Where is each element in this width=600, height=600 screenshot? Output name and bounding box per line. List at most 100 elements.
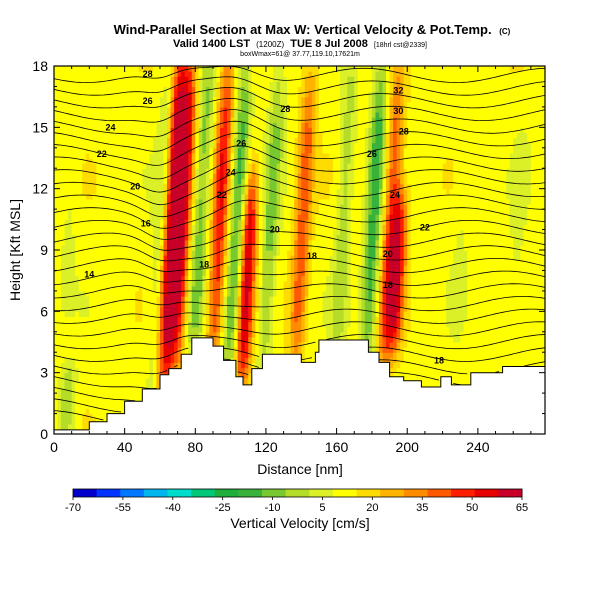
velocity-cell <box>294 137 299 144</box>
velocity-cell <box>248 101 253 108</box>
velocity-cell <box>251 301 256 307</box>
velocity-cell <box>149 117 154 123</box>
velocity-cell <box>121 168 126 174</box>
velocity-cell <box>152 152 158 159</box>
velocity-cell <box>57 163 62 169</box>
velocity-cell <box>220 301 225 307</box>
velocity-cell <box>202 255 207 261</box>
velocity-cell <box>181 158 186 164</box>
velocity-cell <box>248 96 253 103</box>
velocity-cell <box>290 224 295 231</box>
velocity-cell <box>92 357 97 364</box>
velocity-cell <box>269 106 274 113</box>
velocity-cell <box>265 285 271 292</box>
velocity-cell <box>82 260 87 266</box>
velocity-cell <box>71 66 76 72</box>
velocity-cell <box>89 296 94 302</box>
velocity-cell <box>138 193 143 200</box>
velocity-cell <box>85 204 90 210</box>
velocity-cell <box>220 66 225 72</box>
velocity-cell <box>145 239 150 246</box>
velocity-cell <box>241 265 246 272</box>
velocity-cell <box>244 347 249 353</box>
velocity-cell <box>248 244 253 251</box>
velocity-cell <box>156 86 161 93</box>
velocity-cell <box>205 209 211 215</box>
velocity-cell <box>64 408 69 415</box>
velocity-cell <box>237 290 242 297</box>
velocity-cell <box>96 357 101 364</box>
velocity-cell <box>241 137 246 144</box>
velocity-cell <box>269 71 274 77</box>
velocity-cell <box>191 142 196 149</box>
velocity-cell <box>283 301 288 307</box>
velocity-cell <box>71 260 76 266</box>
velocity-cell <box>71 158 76 164</box>
velocity-cell <box>283 296 288 302</box>
velocity-cell <box>114 209 119 215</box>
velocity-cell <box>82 372 87 379</box>
velocity-cell <box>106 76 112 82</box>
velocity-cell <box>117 91 122 98</box>
velocity-cell <box>294 326 299 333</box>
velocity-cell <box>273 224 278 231</box>
velocity-cell <box>103 382 108 389</box>
velocity-cell <box>234 275 239 282</box>
velocity-cell <box>255 219 260 226</box>
velocity-cell <box>244 178 249 185</box>
velocity-cell <box>124 296 129 302</box>
velocity-cell <box>212 173 218 180</box>
velocity-cell <box>152 173 158 180</box>
velocity-cell <box>209 209 214 215</box>
velocity-cell <box>142 122 147 128</box>
velocity-cell <box>174 132 179 139</box>
velocity-cell <box>195 96 200 103</box>
velocity-cell <box>174 198 179 205</box>
velocity-cell <box>237 265 242 272</box>
velocity-cell <box>71 372 76 379</box>
velocity-cell <box>269 91 274 98</box>
velocity-cell <box>248 122 253 128</box>
velocity-cell <box>149 234 154 241</box>
velocity-cell <box>142 76 147 82</box>
velocity-cell <box>92 255 97 261</box>
velocity-cell <box>61 137 66 144</box>
velocity-cell <box>241 275 246 282</box>
velocity-cell <box>159 270 165 277</box>
velocity-cell <box>121 152 126 159</box>
velocity-cell <box>138 393 143 399</box>
velocity-cell <box>145 275 150 282</box>
velocity-cell <box>223 352 228 358</box>
velocity-cell <box>244 357 249 364</box>
velocity-cell <box>54 393 59 399</box>
velocity-cell <box>248 229 253 236</box>
velocity-cell <box>248 301 253 307</box>
velocity-cell <box>145 101 150 108</box>
velocity-cell <box>68 336 73 343</box>
velocity-cell <box>262 147 267 154</box>
velocity-cell <box>227 290 232 297</box>
velocity-cell <box>290 255 295 261</box>
velocity-cell <box>145 336 150 343</box>
velocity-cell <box>96 244 101 251</box>
velocity-cell <box>117 163 122 169</box>
velocity-cell <box>138 137 143 144</box>
velocity-cell <box>117 86 122 93</box>
velocity-cell <box>223 250 228 256</box>
velocity-cell <box>96 158 101 164</box>
velocity-cell <box>170 91 175 98</box>
velocity-cell <box>156 193 161 200</box>
velocity-cell <box>92 398 97 404</box>
velocity-cell <box>75 275 80 282</box>
velocity-cell <box>198 270 203 277</box>
velocity-cell <box>138 178 143 185</box>
velocity-cell <box>106 357 112 364</box>
velocity-cell <box>54 403 59 410</box>
velocity-cell <box>202 193 207 200</box>
velocity-cell <box>294 214 299 220</box>
velocity-cell <box>131 326 136 333</box>
velocity-cell <box>135 372 140 379</box>
velocity-cell <box>71 142 76 149</box>
velocity-cell <box>287 209 292 215</box>
velocity-cell <box>156 265 161 272</box>
